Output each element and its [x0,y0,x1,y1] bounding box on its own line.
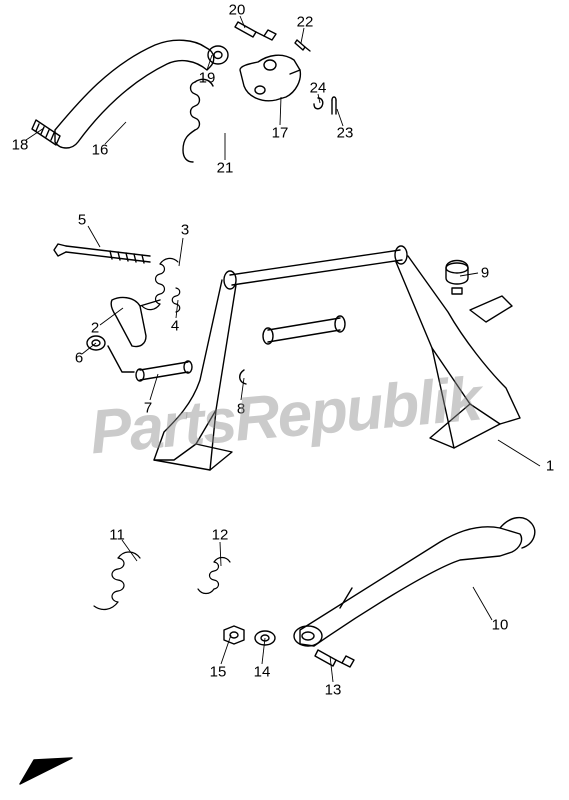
callout-4: 4 [171,318,179,335]
part-bolt-5 [54,244,150,263]
part-spacer-7 [136,361,192,381]
callout-10: 10 [492,617,509,634]
part-bracket [240,55,300,101]
callout-16: 16 [92,142,109,159]
callout-5: 5 [78,212,86,229]
part-spring-11 [94,552,140,609]
part-bolt-13 [315,650,354,667]
callout-19: 19 [199,70,216,87]
callout-21: 21 [217,160,234,177]
part-brake-pedal [55,40,214,148]
part-pedal-bolt [235,22,276,40]
callout-6: 6 [75,350,83,367]
part-clip-24 [314,98,323,109]
callout-14: 14 [254,664,271,681]
callout-12: 12 [212,527,229,544]
callout-2: 2 [91,320,99,337]
callout-17: 17 [272,125,289,142]
direction-arrow [20,758,72,784]
callout-3: 3 [181,222,189,239]
callout-23: 23 [337,125,354,142]
part-pedal-pad [32,120,60,145]
part-spring-12 [198,558,230,594]
part-spring-21 [183,79,213,162]
part-pedal-bush [208,46,228,64]
callout-24: 24 [310,80,327,97]
callout-7: 7 [144,400,152,417]
callout-11: 11 [109,527,125,544]
part-nut-15 [224,626,244,644]
part-pin-22 [295,40,310,51]
leader-lines [26,16,540,682]
callout-22: 22 [297,14,314,31]
parts-diagram [0,0,569,800]
part-center-stand [154,246,520,470]
callout-20: 20 [229,2,246,19]
part-spring-4 [172,288,180,312]
callout-1: 1 [546,458,554,475]
callout-15: 15 [210,664,227,681]
callout-9: 9 [481,265,489,282]
part-stopper-9 [446,261,468,295]
callout-18: 18 [12,137,29,154]
part-lever-2 [108,298,160,372]
part-cotter-23 [332,97,336,114]
callout-13: 13 [325,682,342,699]
callout-8: 8 [237,401,245,418]
